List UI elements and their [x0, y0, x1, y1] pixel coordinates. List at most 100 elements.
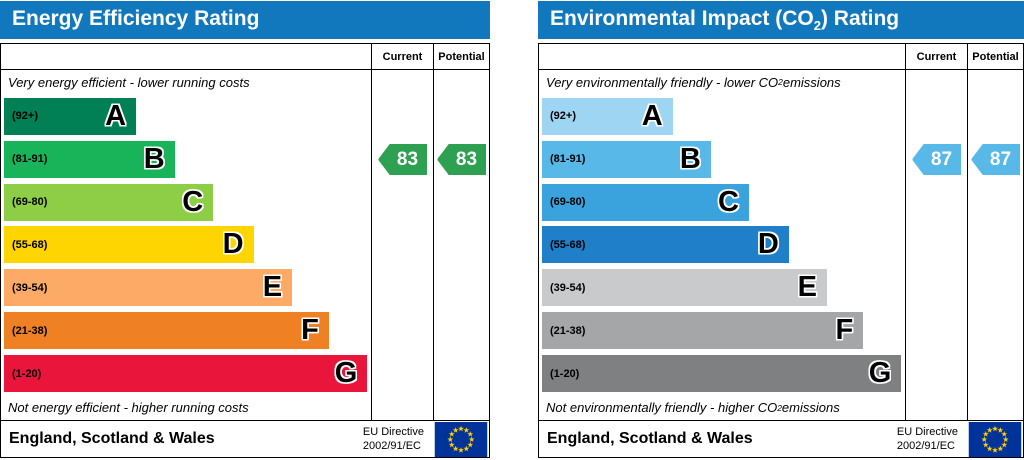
column-header-spacer	[539, 44, 905, 69]
band-letter: G	[868, 357, 892, 390]
band-letter: E	[797, 271, 817, 304]
band-row-a: (92+) A	[539, 95, 905, 138]
chart-content: Very environmentally friendly - lower CO…	[539, 70, 1023, 420]
band-range: (55-68)	[12, 238, 48, 251]
band-bar-g: (1-20) G	[4, 355, 368, 393]
band-letter: C	[182, 185, 204, 218]
environmental-chart-title: Environmental Impact (CO2) Rating	[550, 6, 900, 34]
band-row-d: (55-68) D	[539, 224, 905, 267]
band-row-d: (55-68) D	[1, 224, 371, 267]
potential-rating-arrow: 87	[971, 144, 1020, 175]
band-letter: E	[262, 271, 283, 304]
band-range: (69-80)	[12, 196, 48, 209]
potential-column-header: Potential	[433, 44, 489, 69]
top-note: Very energy efficient - lower running co…	[8, 74, 250, 90]
band-letter: F	[835, 314, 854, 347]
band-bar-a: (92+) A	[4, 97, 137, 135]
band-range: (92+)	[550, 110, 576, 123]
band-bar-d: (55-68) D	[542, 226, 789, 264]
chart-content: Very energy efficient - lower running co…	[1, 70, 489, 420]
potential-rating-value: 83	[455, 148, 478, 170]
band-bar-e: (39-54) E	[4, 269, 293, 307]
potential-rating-arrow: 83	[437, 144, 486, 175]
band-row-f: (21-38) F	[539, 309, 905, 352]
band-range: (55-68)	[550, 238, 586, 251]
environmental-rating-table: Current Potential Very environmentally f…	[538, 43, 1024, 458]
band-row-g: (1-20) G	[539, 352, 905, 395]
energy-efficiency-chart: Energy Efficiency Rating Current Potenti…	[0, 1, 490, 458]
band-letter: A	[641, 99, 663, 132]
bottom-note: Not environmentally friendly - higher CO…	[546, 400, 840, 415]
current-column-header: Current	[905, 44, 967, 69]
band-letter: F	[301, 314, 319, 347]
eu-flag-icon	[968, 421, 1022, 457]
band-row-c: (69-80) C	[539, 181, 905, 224]
band-row-a: (92+) A	[1, 95, 371, 138]
footer-region: England, Scotland & Wales	[9, 430, 215, 447]
footer: England, Scotland & Wales EU Directive 2…	[539, 420, 1023, 457]
band-letter: G	[334, 357, 358, 390]
footer-directive: EU Directive 2002/91/EC	[897, 425, 958, 454]
directive-line2: 2002/91/EC	[362, 440, 421, 452]
current-column-header: Current	[371, 44, 433, 69]
band-row-g: (1-20) G	[1, 352, 371, 395]
bars-area: Very environmentally friendly - lower CO…	[539, 70, 905, 420]
band-letter: C	[717, 185, 739, 218]
energy-chart-title-bar: Energy Efficiency Rating	[0, 1, 490, 39]
band-bar-b: (81-91) B	[542, 140, 711, 178]
footer-directive: EU Directive 2002/91/EC	[363, 425, 424, 454]
band-row-c: (69-80) C	[1, 181, 371, 224]
potential-rating-value: 87	[989, 148, 1012, 170]
band-row-e: (39-54) E	[1, 266, 371, 309]
band-range: (69-80)	[550, 196, 586, 209]
band-row-b: (81-91) B	[1, 138, 371, 181]
directive-line1: EU Directive	[896, 425, 958, 438]
band-row-e: (39-54) E	[539, 266, 905, 309]
band-range: (21-38)	[550, 324, 586, 337]
environmental-chart-title-bar: Environmental Impact (CO2) Rating	[538, 1, 1024, 39]
band-bar-f: (21-38) F	[4, 312, 329, 350]
directive-line1: EU Directive	[362, 425, 424, 438]
band-letter: A	[105, 99, 127, 132]
current-rating-value: 83	[396, 148, 419, 170]
current-column: 83	[371, 70, 433, 420]
environmental-impact-chart: Environmental Impact (CO2) Rating Curren…	[538, 1, 1024, 458]
band-row-b: (81-91) B	[539, 138, 905, 181]
column-header-row: Current Potential	[539, 44, 1023, 70]
potential-column: 83	[433, 70, 489, 420]
band-range: (81-91)	[550, 153, 586, 166]
band-bar-b: (81-91) B	[4, 140, 175, 178]
band-range: (39-54)	[550, 281, 586, 294]
band-letter: D	[222, 228, 244, 261]
band-bar-f: (21-38) F	[542, 312, 864, 350]
column-header-spacer	[1, 44, 371, 69]
band-range: (81-91)	[12, 153, 48, 166]
band-bar-c: (69-80) C	[4, 183, 214, 221]
bars-area: Very energy efficient - lower running co…	[1, 70, 371, 420]
eu-flag-icon	[434, 421, 488, 457]
top-note: Very environmentally friendly - lower CO…	[546, 74, 841, 90]
band-letter: D	[757, 228, 779, 261]
current-column: 87	[905, 70, 967, 420]
directive-line2: 2002/91/EC	[896, 440, 955, 452]
energy-rating-table: Current Potential Very energy efficient …	[0, 43, 490, 458]
current-rating-value: 87	[930, 148, 953, 170]
band-letter: B	[143, 142, 165, 175]
potential-column: 87	[967, 70, 1023, 420]
footer: England, Scotland & Wales EU Directive 2…	[1, 420, 489, 457]
band-range: (92+)	[12, 110, 38, 123]
band-letter: B	[679, 142, 701, 175]
column-header-row: Current Potential	[1, 44, 489, 70]
current-rating-arrow: 83	[378, 144, 427, 175]
band-range: (1-20)	[550, 367, 580, 380]
band-bar-g: (1-20) G	[542, 355, 902, 393]
band-bar-d: (55-68) D	[4, 226, 254, 264]
footer-region: England, Scotland & Wales	[547, 430, 753, 447]
band-bar-a: (92+) A	[542, 97, 673, 135]
band-bar-e: (39-54) E	[542, 269, 827, 307]
band-row-f: (21-38) F	[1, 309, 371, 352]
potential-column-header: Potential	[967, 44, 1023, 69]
current-rating-arrow: 87	[912, 144, 961, 175]
band-range: (1-20)	[12, 367, 42, 380]
